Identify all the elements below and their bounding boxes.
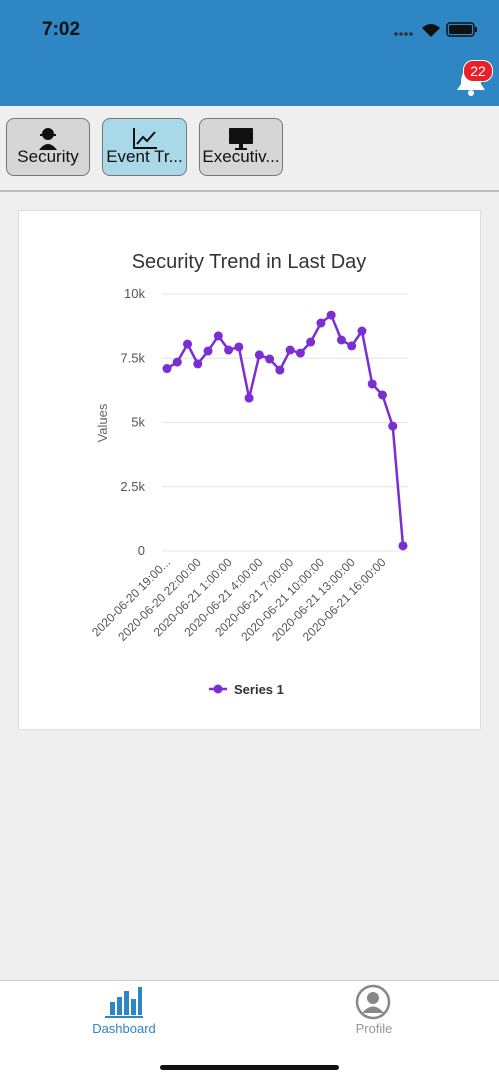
data-point <box>162 364 172 374</box>
data-point <box>388 421 398 431</box>
dashboard-icon <box>105 987 143 1018</box>
data-point <box>367 379 377 389</box>
chart-card: Security Trend in Last Day Values 0 2.5k 5k 7… <box>18 210 481 730</box>
status-icons <box>394 22 477 37</box>
app-header: 7:02 22 <box>0 0 499 106</box>
tab-label: Event Tr... <box>106 147 183 166</box>
home-indicator <box>160 1065 339 1070</box>
divider <box>0 190 499 192</box>
series-line <box>166 313 405 546</box>
profile-icon <box>355 984 391 1020</box>
tab-icon <box>229 128 253 150</box>
data-point <box>224 345 234 355</box>
data-point <box>306 337 316 347</box>
tab-icon <box>39 128 57 150</box>
data-point <box>213 331 223 341</box>
tab-label: Security <box>17 147 79 166</box>
y-axis-label: Values <box>95 403 110 442</box>
legend-swatch <box>213 684 223 694</box>
tab-label: Executiv... <box>202 147 280 166</box>
y-tick-label: 0 <box>138 543 145 558</box>
data-point <box>377 390 387 400</box>
y-tick-label: 7.5k <box>120 350 145 365</box>
tab-button[interactable]: Executiv... <box>199 118 283 176</box>
y-tick-label: 10k <box>124 286 145 301</box>
chart-title: Security Trend in Last Day <box>132 251 367 273</box>
data-point <box>234 342 244 352</box>
data-point <box>265 354 275 364</box>
data-point <box>275 365 285 375</box>
tab-button[interactable]: Security <box>6 118 90 176</box>
chart: Security Trend in Last Day Values 0 2.5k 5k 7… <box>89 251 408 697</box>
data-point <box>183 339 193 349</box>
data-point <box>244 393 254 403</box>
data-point <box>193 359 203 369</box>
data-point <box>336 335 346 345</box>
y-tick-label: 5k <box>131 415 145 430</box>
data-point <box>316 318 326 328</box>
y-tick-label: 2.5k <box>120 479 145 494</box>
bottom-nav: Dashboard Profile <box>0 980 499 1081</box>
data-point <box>326 310 336 320</box>
data-point <box>347 341 357 351</box>
tab-button[interactable]: Event Tr... <box>102 118 187 176</box>
status-time: 7:02 <box>42 19 81 40</box>
data-point <box>357 326 367 336</box>
legend-label: Series 1 <box>234 682 284 697</box>
notification-badge: 22 <box>463 60 493 82</box>
data-point <box>295 348 305 358</box>
data-point <box>203 346 213 356</box>
tab-icon <box>132 128 157 149</box>
data-point <box>254 350 264 360</box>
nav-dashboard[interactable]: Dashboard <box>92 1021 156 1036</box>
data-point <box>285 345 295 355</box>
nav-profile[interactable]: Profile <box>355 1021 393 1036</box>
data-point <box>172 357 182 367</box>
data-point <box>398 541 408 551</box>
